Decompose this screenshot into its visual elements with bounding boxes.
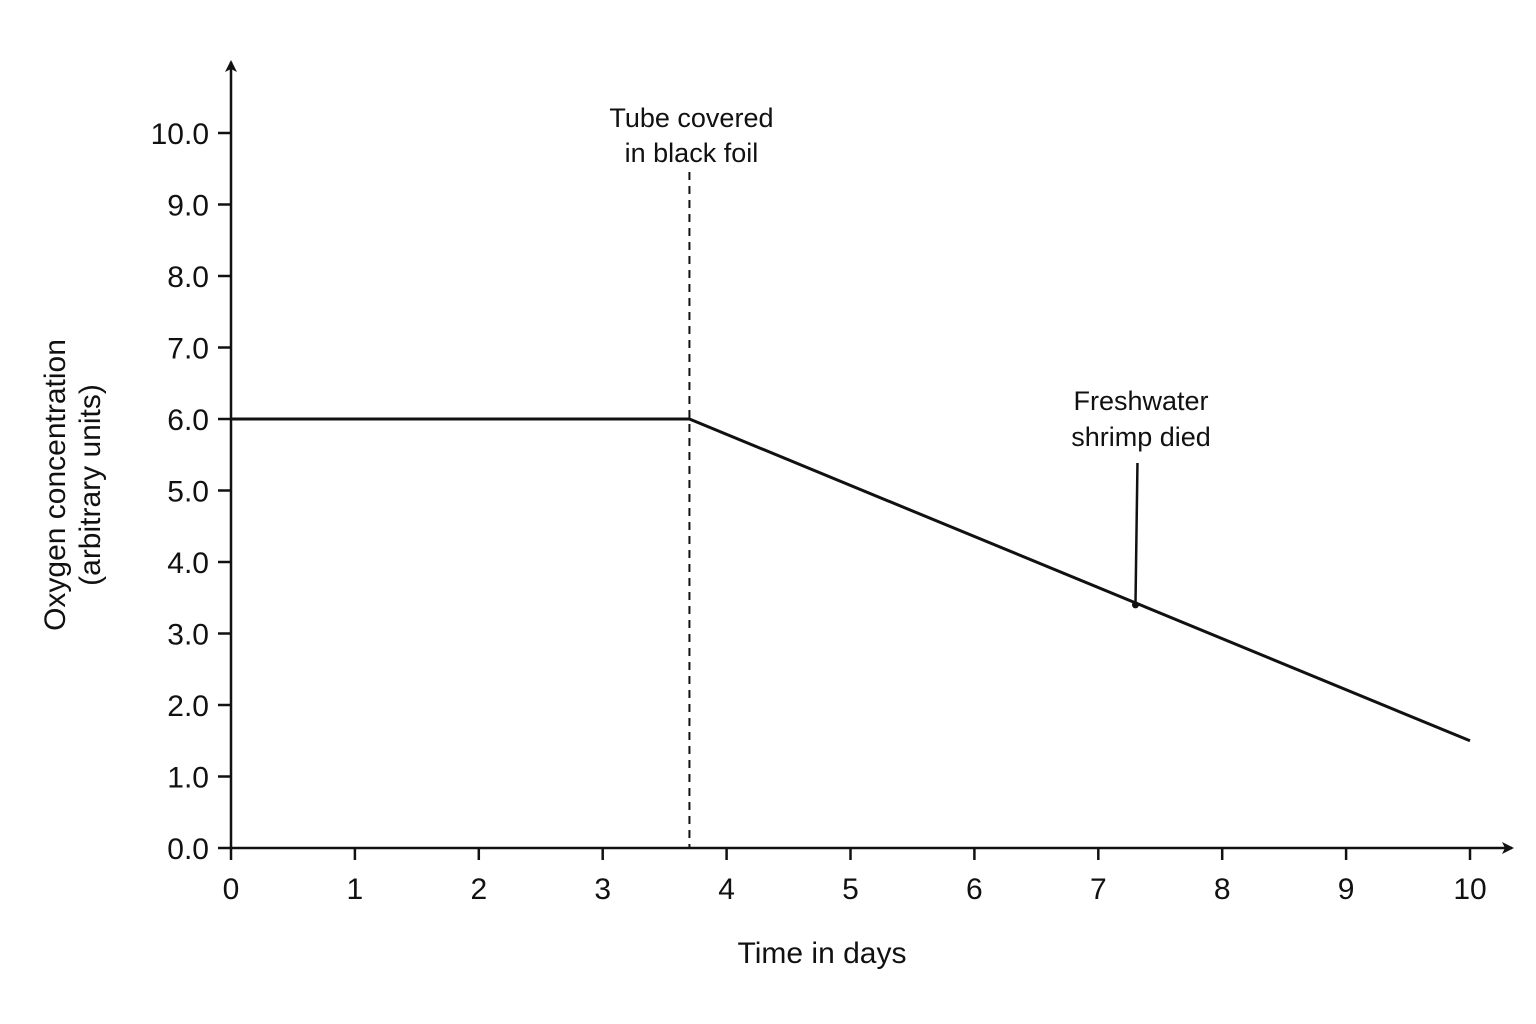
x-axis-ticks: 0 1 2 3 4 5 6 7 8 9 10 xyxy=(223,848,1487,906)
series-line-oxygen xyxy=(231,417,1471,743)
y-tick-label: 1.0 xyxy=(167,762,209,795)
y-tick-label: 5.0 xyxy=(167,476,209,509)
x-tick-label: 3 xyxy=(594,873,611,906)
y-tick-label: 9.0 xyxy=(167,190,209,223)
y-tick-label: 2.0 xyxy=(167,690,209,723)
x-tick-label: 2 xyxy=(470,873,487,906)
y-tick-label: 6.0 xyxy=(167,404,209,437)
y-axis-title-line-2: (arbitrary units) xyxy=(74,384,107,586)
y-tick-label: 4.0 xyxy=(167,547,209,580)
y-tick-label: 3.0 xyxy=(167,619,209,652)
x-tick-label: 0 xyxy=(223,873,240,906)
x-tick-label: 10 xyxy=(1453,873,1486,906)
x-tick-label: 4 xyxy=(718,873,735,906)
x-tick-label: 8 xyxy=(1214,873,1231,906)
x-tick-label: 9 xyxy=(1338,873,1355,906)
x-tick-label: 6 xyxy=(966,873,983,906)
x-axis-title: Time in days xyxy=(738,937,907,970)
y-tick-label: 8.0 xyxy=(167,261,209,294)
x-tick-label: 1 xyxy=(347,873,364,906)
x-tick-label: 5 xyxy=(842,873,859,906)
y-tick-label: 0.0 xyxy=(167,833,209,866)
y-axis-ticks: 0.0 1.0 2.0 3.0 4.0 5.0 6.0 7.0 8.0 9.0 10.0 xyxy=(151,118,231,866)
y-tick-label: 7.0 xyxy=(167,333,209,366)
shrimp-annotation-line-1: Freshwater xyxy=(1073,386,1208,416)
x-tick-label: 7 xyxy=(1090,873,1107,906)
shrimp-annotation-line-2: shrimp died xyxy=(1071,422,1211,452)
y-axis-title-line-1: Oxygen concentration xyxy=(39,339,72,631)
shrimp-point-marker xyxy=(1131,601,1139,609)
y-axis-title: Oxygen concentration (arbitrary units) xyxy=(39,339,107,631)
shrimp-pointer-line xyxy=(1134,462,1139,605)
foil-annotation-line-2: in black foil xyxy=(625,138,759,168)
y-tick-label: 10.0 xyxy=(151,118,209,151)
foil-annotation-line-1: Tube covered xyxy=(609,103,773,133)
